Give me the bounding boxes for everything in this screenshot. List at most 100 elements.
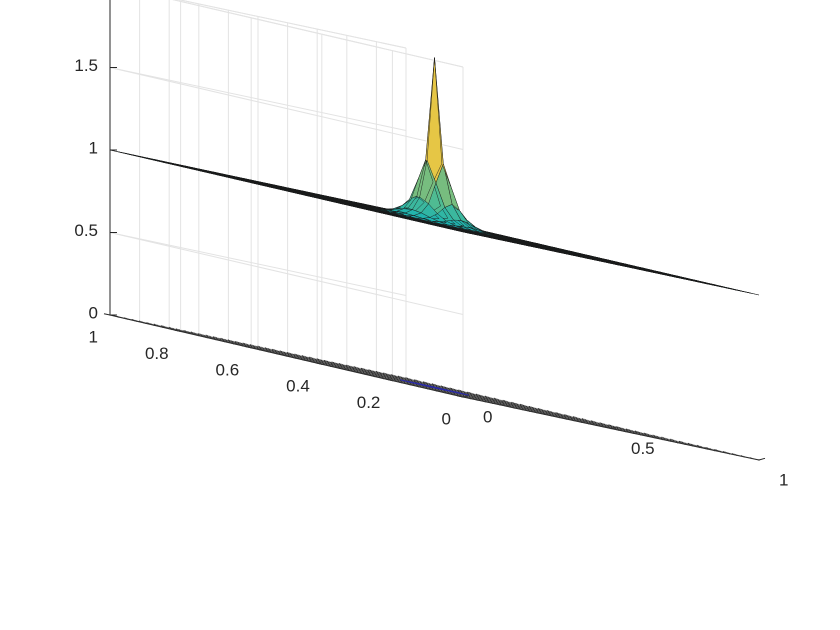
floor-dot bbox=[303, 355, 305, 358]
floor-dot bbox=[465, 392, 467, 394]
floor-dot bbox=[652, 434, 654, 437]
floor-dot bbox=[323, 360, 326, 362]
floor-dot bbox=[217, 337, 219, 340]
z-tick-label: 1.5 bbox=[74, 56, 98, 75]
floor-dot bbox=[549, 411, 551, 413]
floor-dot bbox=[455, 389, 457, 391]
floor-dot bbox=[537, 408, 540, 410]
floor-dot bbox=[620, 427, 622, 429]
floor-dot bbox=[425, 382, 428, 384]
floor-dot bbox=[442, 386, 444, 388]
floor-dot bbox=[390, 374, 392, 376]
floor-dot bbox=[189, 331, 191, 334]
floor-dot bbox=[285, 352, 287, 354]
floor-dot bbox=[175, 328, 178, 330]
floor-dot bbox=[162, 325, 164, 328]
floor-dot bbox=[544, 410, 547, 412]
floor-dot bbox=[496, 398, 498, 401]
floor-dot bbox=[125, 317, 127, 320]
floor-dot bbox=[567, 415, 569, 417]
floor-dot bbox=[723, 451, 725, 453]
floor-dot bbox=[500, 400, 503, 402]
floor-dot bbox=[474, 394, 476, 396]
floor-dot bbox=[169, 327, 172, 329]
floor-dot bbox=[276, 350, 278, 352]
floor-dot bbox=[481, 395, 483, 397]
floor-dot bbox=[332, 362, 335, 364]
floor-dot bbox=[378, 372, 380, 374]
floor-dot bbox=[471, 393, 473, 395]
floor-dot bbox=[143, 322, 145, 324]
floor-dot bbox=[678, 440, 681, 443]
floor-dot bbox=[161, 325, 163, 327]
floor-dot bbox=[503, 400, 506, 402]
floor-dot bbox=[138, 320, 141, 322]
floor-dot bbox=[624, 428, 626, 431]
floor-dot bbox=[240, 343, 243, 345]
floor-dot bbox=[280, 351, 283, 353]
floor-dot bbox=[690, 443, 692, 446]
floor-dot bbox=[325, 360, 327, 362]
floor-dot bbox=[357, 367, 360, 370]
floor-dot bbox=[606, 424, 608, 427]
left-top-edge bbox=[172, 0, 464, 68]
floor-dot bbox=[456, 389, 458, 392]
floor-dot bbox=[166, 327, 169, 329]
floor-dot bbox=[555, 412, 557, 414]
floor-dot bbox=[699, 445, 701, 448]
floor-dot bbox=[300, 355, 302, 357]
floor-dot bbox=[270, 349, 272, 351]
floor-dot bbox=[292, 354, 294, 356]
floor-dot bbox=[672, 439, 675, 442]
floor-dot bbox=[227, 339, 230, 341]
floor-dot bbox=[734, 454, 737, 456]
floor-dot bbox=[599, 422, 601, 424]
floor-dot bbox=[543, 409, 545, 412]
floor-dot bbox=[508, 401, 510, 404]
floor-dot bbox=[577, 417, 579, 420]
floor-dot bbox=[309, 356, 311, 359]
floor-dot bbox=[335, 363, 337, 365]
floor-dot bbox=[489, 397, 491, 399]
floor-dot bbox=[475, 393, 478, 396]
floor-dot bbox=[550, 411, 553, 413]
floor-dot bbox=[724, 451, 726, 453]
floor-dot bbox=[437, 385, 439, 387]
floor-dot bbox=[450, 388, 453, 390]
floor-dot bbox=[687, 442, 690, 445]
floor-dot bbox=[596, 422, 598, 424]
floor-dot bbox=[248, 344, 250, 346]
y-tick-label: 0.2 bbox=[357, 393, 381, 412]
floor-dot bbox=[649, 434, 651, 436]
floor-dot bbox=[584, 419, 587, 421]
floor-dot bbox=[662, 437, 664, 439]
floor-dot bbox=[286, 352, 289, 354]
floor-dot bbox=[458, 389, 460, 391]
floor-dot bbox=[568, 415, 570, 417]
z-tick-label: 0 bbox=[89, 303, 98, 322]
floor-dot bbox=[251, 344, 253, 347]
floor-dot bbox=[424, 381, 426, 384]
floor-dot bbox=[444, 386, 447, 389]
floor-dot bbox=[714, 449, 716, 451]
floor-dot bbox=[581, 418, 584, 420]
floor-dot bbox=[594, 421, 597, 424]
floor-dot bbox=[562, 414, 564, 416]
floor-dot bbox=[750, 457, 753, 460]
floor-dot bbox=[149, 323, 151, 325]
floor-dot bbox=[347, 365, 349, 367]
floor-dot bbox=[573, 416, 575, 418]
floor-dot bbox=[328, 361, 330, 363]
floor-dot bbox=[636, 431, 638, 433]
floor-dot bbox=[499, 399, 501, 402]
floor-dot bbox=[403, 377, 405, 379]
floor-dot bbox=[462, 391, 464, 393]
floor-dot bbox=[153, 323, 156, 326]
floor-dot bbox=[477, 394, 479, 396]
floor-dot bbox=[633, 430, 635, 433]
floor-dot bbox=[658, 436, 660, 438]
floor-dot bbox=[556, 412, 559, 414]
floor-dot bbox=[282, 351, 284, 353]
floor-dot bbox=[637, 431, 639, 433]
floor-dot bbox=[314, 358, 317, 361]
